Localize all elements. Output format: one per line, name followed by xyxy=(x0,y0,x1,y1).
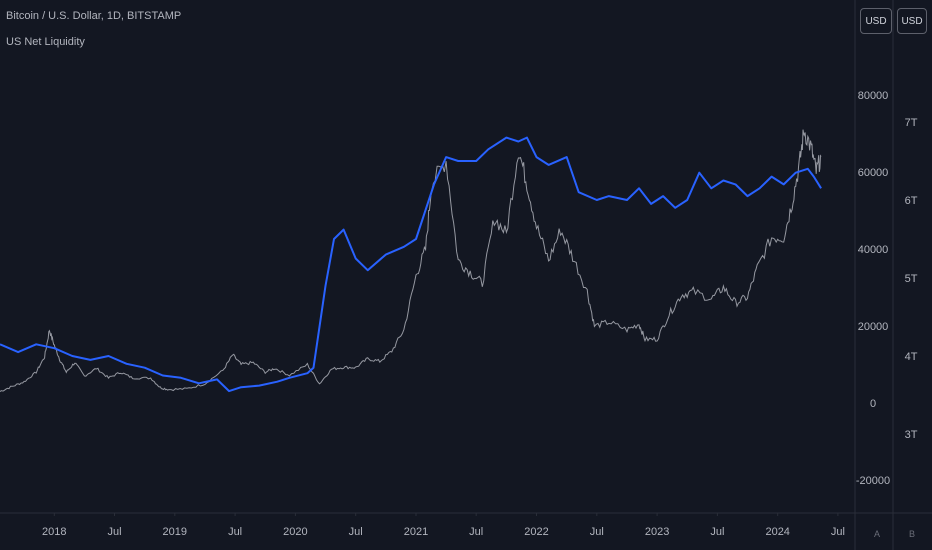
time-tick-label: Jul xyxy=(107,526,121,538)
time-tick-label: 2023 xyxy=(645,526,669,538)
time-tick-label: 2020 xyxy=(283,526,307,538)
time-tick-label: 2019 xyxy=(163,526,187,538)
symbol-legend[interactable]: Bitcoin / U.S. Dollar, 1D, BITSTAMP xyxy=(6,10,182,22)
time-tick-label: 2021 xyxy=(404,526,428,538)
price-tick-label: -20000 xyxy=(856,475,890,487)
auto-scale-button[interactable]: A xyxy=(873,529,880,539)
liquidity-tick-label: 3T xyxy=(905,429,918,441)
time-tick-label: 2018 xyxy=(42,526,66,538)
time-tick-label: 2024 xyxy=(765,526,789,538)
price-axis-currency-button[interactable]: USD xyxy=(860,8,892,34)
price-tick-label: 60000 xyxy=(858,167,889,179)
btc-price-line xyxy=(0,129,822,392)
time-tick-label: Jul xyxy=(831,526,845,538)
price-tick-label: 80000 xyxy=(858,90,889,102)
liquidity-tick-label: 5T xyxy=(905,273,918,285)
liquidity-tick-label: 7T xyxy=(905,117,918,129)
time-tick-label: 2022 xyxy=(524,526,548,538)
price-tick-label: 20000 xyxy=(858,321,889,333)
log-scale-button[interactable]: B xyxy=(908,529,915,539)
time-tick-label: Jul xyxy=(590,526,604,538)
price-axis[interactable]: 80000 60000 40000 20000 0 -20000 xyxy=(856,90,890,487)
liquidity-tick-label: 6T xyxy=(905,195,918,207)
price-tick-label: 40000 xyxy=(858,244,889,256)
time-tick-label: Jul xyxy=(469,526,483,538)
time-tick-label: Jul xyxy=(710,526,724,538)
series-layer xyxy=(0,129,822,393)
price-tick-label: 0 xyxy=(870,398,876,410)
liquidity-axis-currency-button[interactable]: USD xyxy=(897,8,927,34)
indicator-legend[interactable]: US Net Liquidity xyxy=(6,36,85,48)
time-tick-label: Jul xyxy=(349,526,363,538)
net-liquidity-line xyxy=(0,136,822,393)
liquidity-axis[interactable]: 7T 6T 5T 4T 3T xyxy=(905,117,918,441)
time-axis[interactable]: 2018 Jul 2019 Jul 2020 Jul 2021 Jul 2022 Jul 2023 J… xyxy=(42,513,845,538)
time-tick-label: Jul xyxy=(228,526,242,538)
liquidity-tick-label: 4T xyxy=(905,351,918,363)
